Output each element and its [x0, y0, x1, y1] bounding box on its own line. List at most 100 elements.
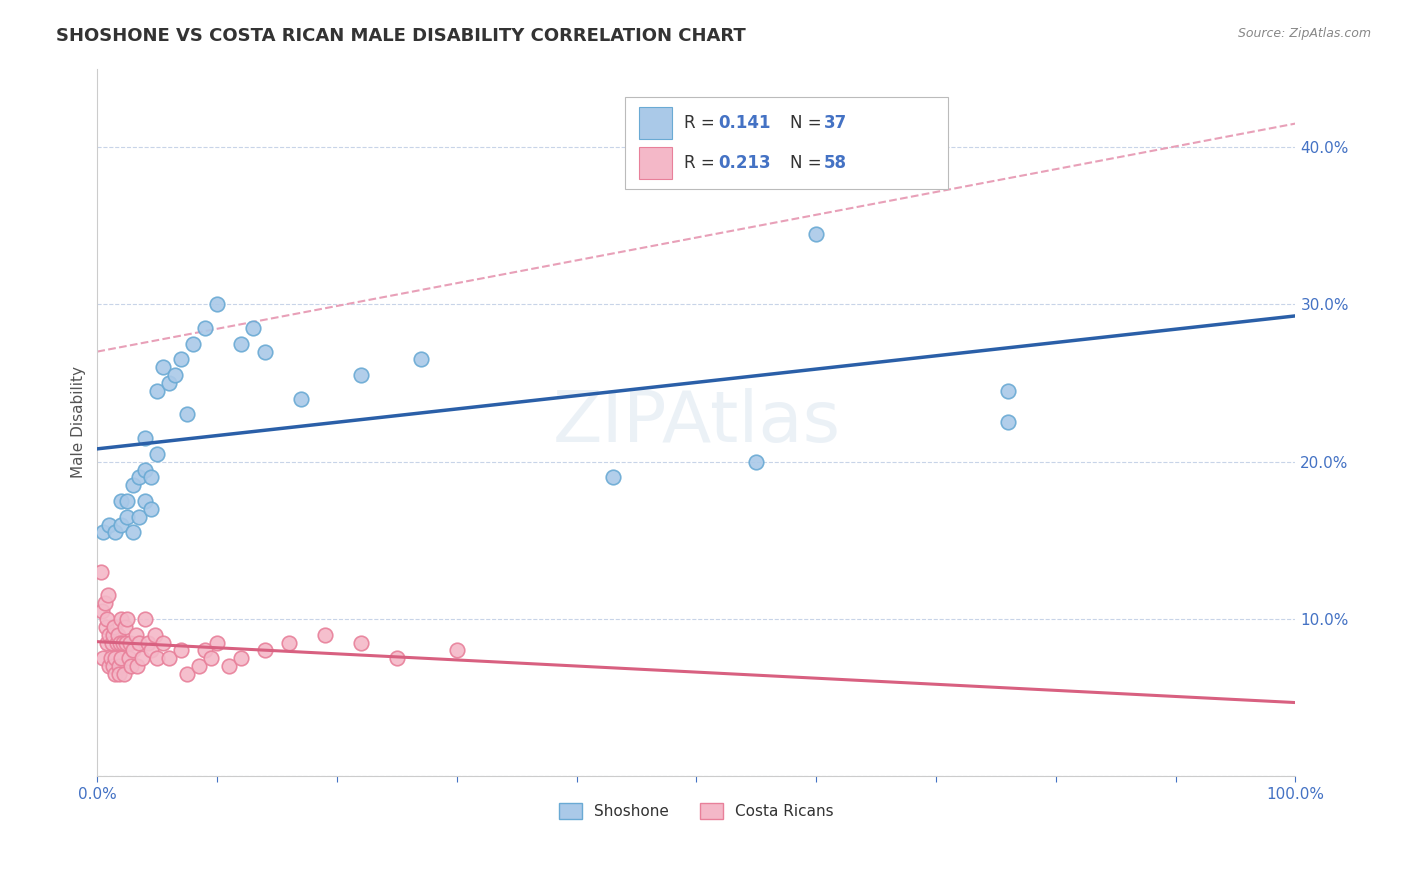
Point: [110, 612, 132, 626]
Point: [141, 501, 163, 516]
Point: [107, 627, 129, 641]
Point: [188, 659, 211, 673]
FancyBboxPatch shape: [624, 97, 948, 189]
Point: [96, 635, 118, 649]
Point: [152, 360, 174, 375]
Point: [122, 478, 145, 492]
Point: [143, 627, 166, 641]
Point: [200, 651, 222, 665]
Point: [91, 604, 114, 618]
Text: N =: N =: [790, 113, 827, 132]
Point: [806, 227, 828, 241]
Point: [131, 651, 153, 665]
Point: [118, 635, 141, 649]
Legend: Shoshone, Costa Ricans: Shoshone, Costa Ricans: [553, 797, 839, 825]
Point: [146, 651, 169, 665]
Point: [115, 635, 138, 649]
Point: [122, 643, 145, 657]
Point: [194, 321, 217, 335]
Point: [446, 643, 468, 657]
Point: [157, 376, 180, 390]
Text: 0.213: 0.213: [718, 154, 770, 172]
Point: [229, 336, 252, 351]
Point: [254, 643, 277, 657]
Text: R =: R =: [685, 154, 720, 172]
FancyBboxPatch shape: [638, 107, 672, 138]
Point: [242, 321, 264, 335]
Point: [134, 462, 156, 476]
Point: [100, 635, 122, 649]
Point: [165, 368, 187, 383]
Point: [98, 627, 121, 641]
Point: [128, 635, 150, 649]
Text: Source: ZipAtlas.com: Source: ZipAtlas.com: [1237, 27, 1371, 40]
Point: [205, 635, 228, 649]
Point: [103, 620, 125, 634]
Point: [97, 588, 120, 602]
FancyBboxPatch shape: [638, 147, 672, 179]
Point: [205, 297, 228, 311]
Point: [997, 384, 1019, 398]
Point: [117, 494, 139, 508]
Point: [350, 635, 373, 649]
Point: [110, 494, 132, 508]
Point: [170, 352, 193, 367]
Point: [128, 509, 150, 524]
Point: [98, 659, 121, 673]
Point: [108, 635, 131, 649]
Point: [134, 494, 156, 508]
Point: [136, 635, 159, 649]
Point: [100, 651, 122, 665]
Point: [93, 651, 115, 665]
Point: [152, 635, 174, 649]
Point: [157, 651, 180, 665]
Point: [110, 517, 132, 532]
Point: [385, 651, 408, 665]
Point: [117, 509, 139, 524]
Point: [104, 525, 127, 540]
Point: [170, 643, 193, 657]
Point: [101, 627, 124, 641]
Point: [93, 525, 115, 540]
Point: [350, 368, 373, 383]
Point: [125, 659, 148, 673]
Point: [120, 659, 142, 673]
Point: [112, 667, 135, 681]
Point: [90, 565, 112, 579]
Point: [117, 651, 139, 665]
Point: [278, 635, 301, 649]
Point: [125, 627, 148, 641]
Point: [117, 612, 139, 626]
Text: 37: 37: [824, 113, 846, 132]
Point: [314, 627, 336, 641]
Point: [108, 659, 131, 673]
Text: 58: 58: [824, 154, 846, 172]
Point: [101, 659, 124, 673]
Y-axis label: Male Disability: Male Disability: [72, 367, 86, 478]
Point: [104, 651, 127, 665]
Point: [134, 431, 156, 445]
Point: [176, 408, 198, 422]
Point: [134, 612, 156, 626]
Point: [94, 620, 117, 634]
Text: ZIPAtlas: ZIPAtlas: [553, 388, 841, 457]
Text: R =: R =: [685, 113, 720, 132]
Point: [104, 667, 127, 681]
Point: [745, 455, 768, 469]
Point: [96, 612, 118, 626]
Point: [105, 635, 128, 649]
Point: [141, 470, 163, 484]
Point: [98, 517, 121, 532]
Point: [997, 415, 1019, 429]
Point: [114, 620, 136, 634]
Point: [176, 667, 198, 681]
Point: [110, 651, 132, 665]
Text: SHOSHONE VS COSTA RICAN MALE DISABILITY CORRELATION CHART: SHOSHONE VS COSTA RICAN MALE DISABILITY …: [56, 27, 747, 45]
Point: [229, 651, 252, 665]
Point: [108, 667, 131, 681]
Point: [93, 596, 115, 610]
Point: [409, 352, 432, 367]
Point: [218, 659, 240, 673]
Point: [290, 392, 312, 406]
Point: [141, 643, 163, 657]
